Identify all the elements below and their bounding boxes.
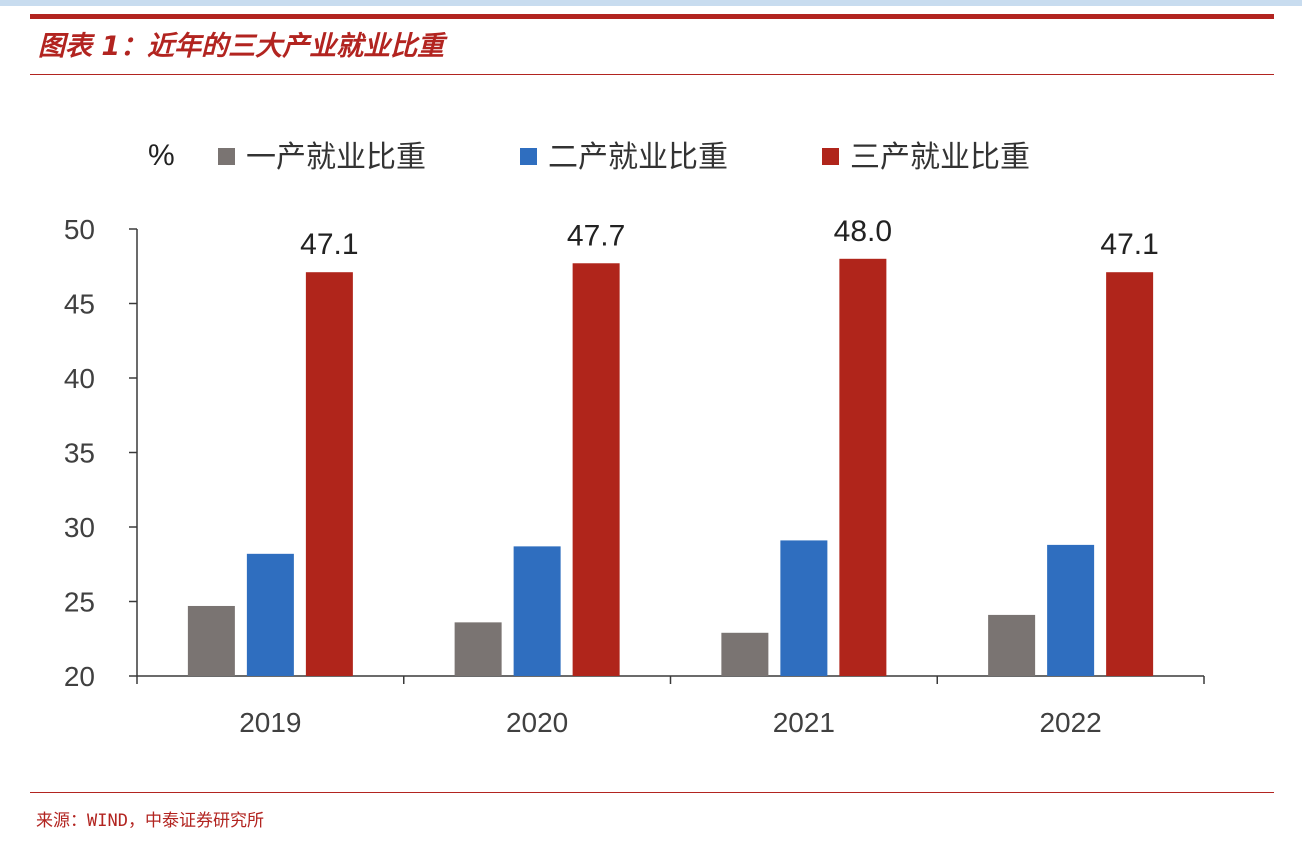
- bar-series-3: [839, 258, 887, 676]
- bar-series-1: [454, 622, 502, 676]
- bar-series-2: [780, 540, 828, 676]
- legend-label-3: 三产就业比重: [850, 140, 1030, 175]
- bar-data-label: 48.0: [834, 215, 892, 248]
- x-tick-label: 2019: [239, 707, 301, 738]
- bar-series-3: [305, 272, 353, 676]
- bar-series-3: [572, 263, 620, 676]
- chart-bars: [187, 258, 1154, 676]
- bar-series-3: [1106, 272, 1154, 676]
- x-tick-label: 2020: [506, 707, 568, 738]
- y-tick-label: 20: [64, 661, 95, 692]
- bar-series-1: [988, 614, 1036, 676]
- bar-series-1: [187, 605, 235, 676]
- bar-data-label: 47.7: [567, 219, 625, 252]
- bar-series-1: [721, 632, 769, 676]
- y-tick-label: 30: [64, 512, 95, 543]
- header-underline: [30, 74, 1274, 75]
- y-tick-label: 50: [64, 214, 95, 245]
- bar-series-2: [513, 546, 561, 676]
- legend-label-2: 二产就业比重: [548, 140, 728, 175]
- y-tick-label: 45: [64, 289, 95, 320]
- chart-data-labels: 47.1 47.7 48.0 47.1: [300, 215, 1159, 261]
- unit-label: %: [148, 139, 175, 172]
- y-tick-label: 25: [64, 587, 95, 618]
- top-band: [0, 0, 1302, 6]
- bar-series-2: [1047, 544, 1095, 676]
- legend-swatch-3: [822, 148, 839, 165]
- y-tick-label: 35: [64, 438, 95, 469]
- source-note: 来源：WIND，中泰证券研究所: [36, 811, 264, 831]
- footer-rule: [30, 792, 1274, 793]
- x-tick-label: 2022: [1039, 707, 1101, 738]
- legend-swatch-1: [218, 148, 235, 165]
- chart-legend: % 一产就业比重 二产就业比重 三产就业比重: [148, 139, 1030, 175]
- legend-label-1: 一产就业比重: [246, 140, 426, 175]
- y-tick-label: 40: [64, 363, 95, 394]
- header-rule: [30, 14, 1274, 19]
- x-tick-label: 2021: [773, 707, 835, 738]
- bar-data-label: 47.1: [1100, 228, 1158, 261]
- bar-chart: % 一产就业比重 二产就业比重 三产就业比重 20 25 30 35 40 45 50 2019 2…: [64, 139, 1205, 738]
- legend-swatch-2: [520, 148, 537, 165]
- bar-series-2: [246, 553, 294, 676]
- bar-data-label: 47.1: [300, 228, 358, 261]
- figure-title: 图表 1：近年的三大产业就业比重: [38, 31, 445, 62]
